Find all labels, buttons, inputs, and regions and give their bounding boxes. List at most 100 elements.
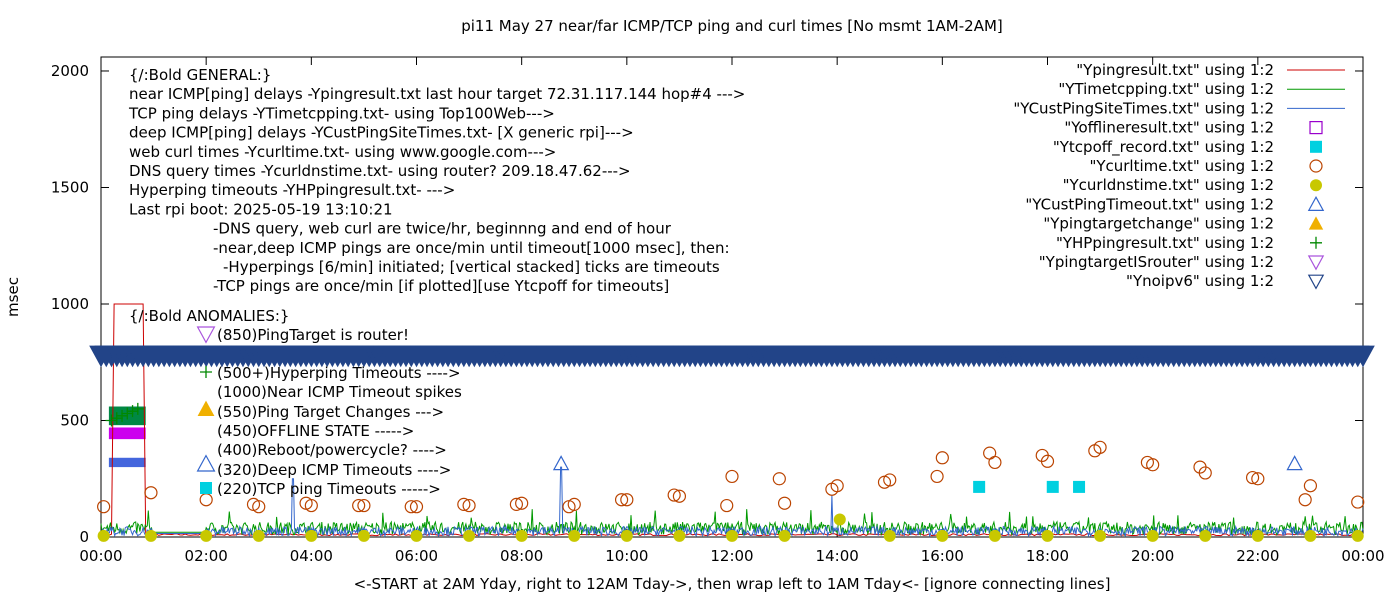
data-point [1073, 480, 1086, 493]
anomaly-note: (450)OFFLINE STATE -----> [217, 422, 414, 440]
data-point [462, 498, 476, 513]
data-point [620, 529, 633, 542]
data-point [1040, 454, 1055, 468]
y-axis-label: msec [4, 277, 22, 317]
legend-marker-swatch [1307, 255, 1325, 271]
data-point [772, 472, 786, 486]
data-point [552, 455, 570, 471]
data-point [1351, 345, 1375, 368]
x-tick-label: 10:00 [605, 547, 648, 565]
data-point [1286, 455, 1303, 471]
data-point [778, 529, 791, 542]
general-note: near ICMP[ping] delays -Ypingresult.txt … [129, 85, 745, 103]
general-note: {/:Bold GENERAL:} [129, 66, 271, 84]
anomaly-router-icon [196, 326, 216, 344]
legend-label: "Ynoipv6" using 1:2 [1126, 272, 1274, 290]
data-point [1251, 529, 1264, 542]
data-point [568, 529, 581, 542]
legend-marker-swatch [1309, 120, 1323, 135]
general-note: TCP ping delays -YTimetcpping.txt- using… [128, 104, 555, 122]
anomaly-hyperping-icon [200, 366, 212, 378]
data-point [1199, 529, 1212, 542]
y-tick-label: 500 [60, 411, 89, 429]
general-note: Hyperping timeouts -YHPpingresult.txt- -… [129, 181, 455, 199]
data-point [1041, 529, 1054, 542]
data-point [620, 493, 634, 507]
anomaly-note: {/:Bold ANOMALIES:} [129, 307, 289, 325]
data-point [1351, 529, 1364, 542]
data-point [725, 469, 739, 484]
anomaly-note: (1000)Near ICMP Timeout spikes [217, 383, 462, 401]
data-point [988, 529, 1001, 542]
data-point [1146, 529, 1159, 542]
y-tick-label: 2000 [51, 62, 89, 80]
data-point [830, 479, 844, 493]
data-point [304, 498, 318, 513]
legend-label: "YCustPingSiteTimes.txt" using 1:2 [1013, 99, 1274, 117]
data-point [567, 497, 581, 511]
data-point [515, 496, 529, 510]
x-tick-label: 02:00 [185, 547, 228, 565]
data-point [410, 529, 423, 542]
legend-label: "Yofflineresult.txt" using 1:2 [1064, 119, 1274, 137]
data-point [1303, 479, 1318, 493]
data-point [116, 409, 129, 422]
chart-title: pi11 May 27 near/far ICMP/TCP ping and c… [461, 17, 1003, 35]
y-tick-label: 1500 [51, 178, 89, 196]
data-point [97, 529, 110, 542]
data-point [672, 489, 687, 503]
data-point [720, 498, 734, 513]
data-point [1298, 493, 1312, 507]
x-tick-label: 14:00 [816, 547, 859, 565]
data-point [883, 529, 896, 542]
data-point [614, 493, 629, 507]
data-point [667, 488, 681, 502]
background-block-1 [108, 427, 146, 440]
anomaly-note: (400)Reboot/powercycle? ----> [217, 441, 447, 459]
data-point [1046, 480, 1059, 493]
legend-label: "Ytcpoff_record.txt" using 1:2 [1053, 138, 1274, 157]
data-point [305, 529, 318, 542]
legend-marker-swatch [1310, 140, 1322, 153]
data-point [1146, 458, 1160, 472]
data-point [97, 500, 111, 514]
data-point [1093, 440, 1107, 454]
general-note: DNS query times -Ycurldnstime.txt- using… [129, 162, 631, 180]
general-note: -Hyperpings [6/min] initiated; [vertical… [223, 258, 720, 276]
general-note: deep ICMP[ping] delays -YCustPingSiteTim… [129, 124, 634, 142]
data-point [1351, 495, 1365, 509]
x-tick-label: 22:00 [1236, 547, 1279, 565]
legend-label: "Ycurldnstime.txt" using 1:2 [1063, 176, 1274, 194]
x-tick-label: 00:00 [79, 547, 122, 565]
data-point [404, 500, 418, 514]
data-point [200, 529, 213, 542]
data-point [352, 498, 366, 513]
data-point [105, 414, 118, 427]
data-point [357, 498, 371, 513]
data-point [1304, 529, 1317, 542]
anomaly-note: (320)Deep ICMP Timeouts ----> [217, 461, 451, 479]
data-point [144, 486, 158, 500]
data-point [126, 405, 139, 418]
general-note: -near,deep ICMP pings are once/min until… [213, 239, 730, 257]
data-point [1198, 466, 1212, 480]
data-point [726, 529, 738, 542]
data-point [1245, 470, 1260, 485]
data-point [515, 529, 528, 542]
general-note: -DNS query, web curl are twice/hr, begin… [213, 220, 672, 238]
data-point [357, 529, 370, 542]
data-point [983, 446, 997, 460]
legend-marker-swatch [1307, 195, 1325, 211]
legend-label: "YpingtargetISrouter" using 1:2 [1039, 253, 1274, 271]
data-point [988, 455, 1002, 470]
data-point [935, 451, 949, 465]
anomaly-note: (850)PingTarget is router! [217, 326, 409, 344]
general-note: web curl times -Ycurltime.txt- using www… [129, 143, 556, 161]
y-tick-label: 0 [79, 528, 89, 546]
data-point [252, 529, 265, 542]
x-tick-label: 04:00 [290, 547, 333, 565]
x-tick-label: 06:00 [395, 547, 438, 565]
data-point [199, 493, 213, 507]
x-tick-label: 16:00 [921, 547, 964, 565]
data-point [144, 529, 157, 542]
